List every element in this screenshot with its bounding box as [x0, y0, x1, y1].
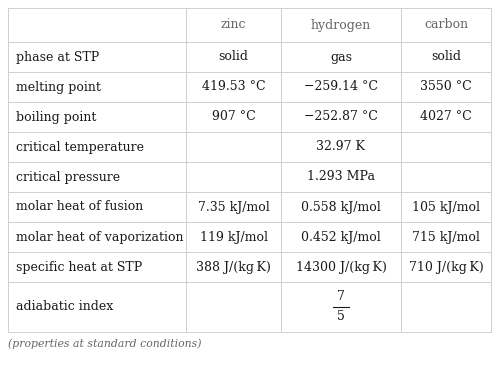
- Text: adiabatic index: adiabatic index: [16, 300, 113, 313]
- Text: molar heat of fusion: molar heat of fusion: [16, 201, 143, 213]
- Text: 0.558 kJ/mol: 0.558 kJ/mol: [301, 201, 381, 213]
- Text: specific heat at STP: specific heat at STP: [16, 261, 142, 273]
- Text: 4027 °C: 4027 °C: [420, 111, 472, 123]
- Text: 715 kJ/mol: 715 kJ/mol: [412, 231, 480, 243]
- Text: 419.53 °C: 419.53 °C: [202, 81, 265, 93]
- Text: 14300 J/(kg K): 14300 J/(kg K): [295, 261, 386, 273]
- Text: hydrogen: hydrogen: [311, 18, 371, 32]
- Text: boiling point: boiling point: [16, 111, 97, 123]
- Text: melting point: melting point: [16, 81, 101, 93]
- Text: gas: gas: [330, 51, 352, 63]
- Text: 3550 °C: 3550 °C: [420, 81, 472, 93]
- Text: solid: solid: [219, 51, 249, 63]
- Text: 710 J/(kg K): 710 J/(kg K): [409, 261, 484, 273]
- Text: phase at STP: phase at STP: [16, 51, 99, 63]
- Text: 32.97 K: 32.97 K: [317, 141, 366, 153]
- Text: −259.14 °C: −259.14 °C: [304, 81, 378, 93]
- Text: molar heat of vaporization: molar heat of vaporization: [16, 231, 183, 243]
- Text: critical pressure: critical pressure: [16, 171, 120, 183]
- Text: 7: 7: [337, 291, 345, 303]
- Text: 0.452 kJ/mol: 0.452 kJ/mol: [301, 231, 381, 243]
- Text: 105 kJ/mol: 105 kJ/mol: [412, 201, 480, 213]
- Text: 5: 5: [337, 310, 345, 324]
- Text: −252.87 °C: −252.87 °C: [304, 111, 378, 123]
- Text: 388 J/(kg K): 388 J/(kg K): [196, 261, 271, 273]
- Text: zinc: zinc: [221, 18, 246, 32]
- Text: (properties at standard conditions): (properties at standard conditions): [8, 338, 202, 349]
- Text: critical temperature: critical temperature: [16, 141, 144, 153]
- Text: 7.35 kJ/mol: 7.35 kJ/mol: [198, 201, 269, 213]
- Text: 907 °C: 907 °C: [212, 111, 255, 123]
- Text: 1.293 MPa: 1.293 MPa: [307, 171, 375, 183]
- Text: 119 kJ/mol: 119 kJ/mol: [200, 231, 267, 243]
- Text: solid: solid: [431, 51, 461, 63]
- Text: carbon: carbon: [424, 18, 468, 32]
